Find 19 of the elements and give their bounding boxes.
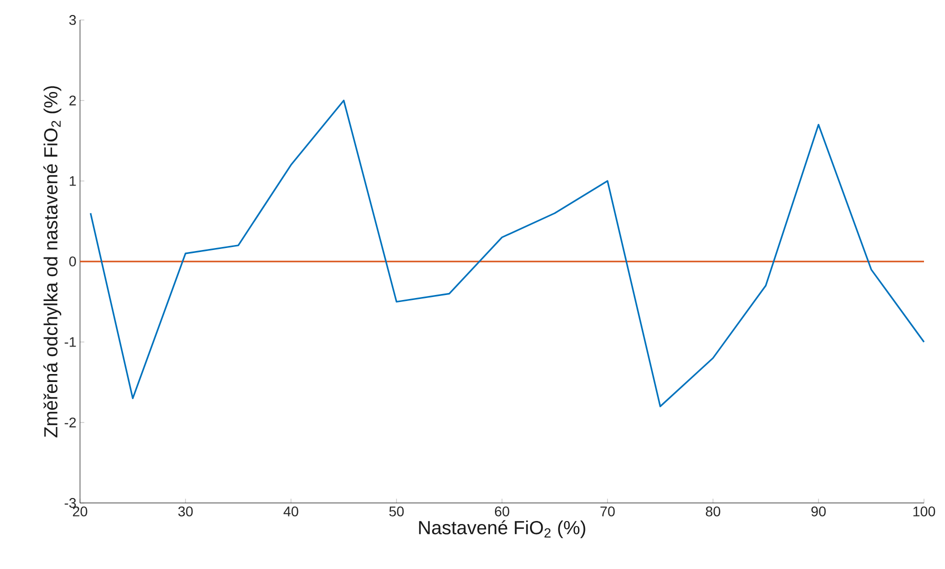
x-tick-label: 20 — [72, 506, 88, 516]
x-tick-label: 90 — [811, 506, 826, 516]
x-tick-label: 40 — [284, 506, 298, 516]
x-axis-title: Nastavené FiO$_{2}$ (%) — [419, 520, 586, 538]
y-axis-title: Změřená odchylka od nastavené FiO$_{2}$ (%) — [43, 86, 62, 438]
x-tick-label: 30 — [178, 506, 193, 516]
y-tick-label: 0 — [69, 256, 76, 266]
y-tick-label: 1 — [70, 176, 76, 186]
x-tick-label: 70 — [600, 506, 615, 516]
x-tick-label: 50 — [389, 506, 404, 516]
x-tick-label: 60 — [494, 506, 510, 516]
line-series — [90, 100, 925, 408]
y-tick-label: -1 — [64, 337, 76, 347]
y-tick-label: 3 — [69, 15, 76, 25]
y-tick-label: -3 — [64, 498, 76, 508]
x-tick-label: 80 — [706, 506, 720, 516]
y-tick-label: -2 — [64, 418, 76, 428]
y-tick-label: 2 — [69, 96, 76, 106]
x-tick-label: 100 — [913, 506, 936, 516]
